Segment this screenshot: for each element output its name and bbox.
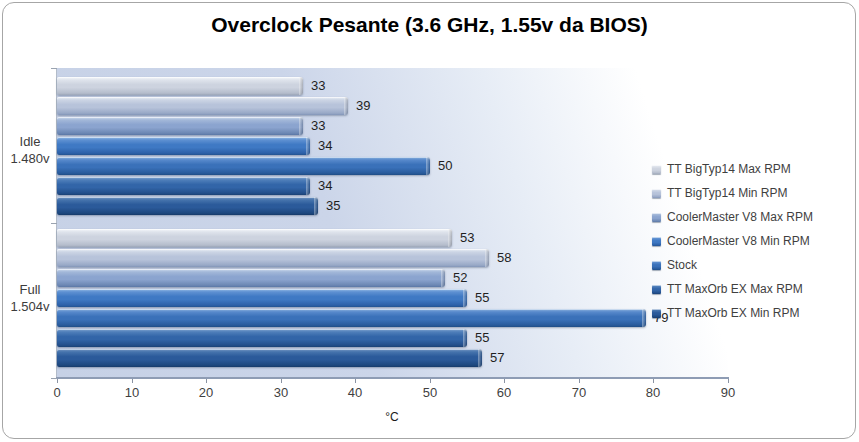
legend-label: CoolerMaster V8 Min RPM	[667, 234, 810, 248]
bar	[57, 309, 646, 327]
bar-value-label: 33	[311, 117, 325, 135]
legend-item: Stock	[652, 257, 697, 273]
bar-value-label: 35	[326, 197, 340, 215]
bar	[57, 249, 489, 267]
x-tick	[504, 379, 505, 383]
bar-end-bevel	[485, 249, 489, 267]
bar	[57, 229, 452, 247]
x-tick-label: 60	[484, 385, 524, 400]
category-tick	[51, 378, 57, 379]
bar-value-label: 39	[356, 97, 370, 115]
category-label-line2: 1.480v	[4, 150, 56, 167]
bar-end-bevel	[314, 197, 318, 215]
category-label: Idle1.480v	[4, 133, 56, 167]
legend-marker	[652, 285, 661, 294]
bar-value-label: 34	[318, 177, 332, 195]
bar-end-bevel	[463, 329, 467, 347]
category-label-line1: Full	[4, 281, 56, 298]
legend-marker	[652, 237, 661, 246]
bar	[57, 117, 303, 135]
legend-label: TT MaxOrb EX Max RPM	[667, 282, 803, 296]
legend-label: TT BigTyp14 Max RPM	[667, 162, 791, 176]
x-tick-label: 40	[335, 385, 375, 400]
value-axis-line	[56, 377, 729, 379]
bar-end-bevel	[426, 157, 430, 175]
legend-label: TT MaxOrb EX Min RPM	[667, 306, 799, 320]
x-tick	[57, 379, 58, 383]
bar-end-bevel	[299, 117, 303, 135]
legend-label: Stock	[667, 258, 697, 272]
x-axis-title: °C	[332, 410, 452, 424]
category-label: Full1.504v	[4, 281, 56, 315]
bar-end-bevel	[306, 137, 310, 155]
legend-item: CoolerMaster V8 Min RPM	[652, 233, 810, 249]
x-tick	[355, 379, 356, 383]
bar	[57, 269, 445, 287]
x-tick	[430, 379, 431, 383]
x-tick-label: 90	[708, 385, 748, 400]
bar-value-label: 50	[438, 157, 452, 175]
bar-value-label: 53	[460, 229, 474, 247]
bar-end-bevel	[344, 97, 348, 115]
bar	[57, 77, 303, 95]
bar-end-bevel	[448, 229, 452, 247]
bar-value-label: 57	[490, 349, 504, 367]
bar-end-bevel	[478, 349, 482, 367]
legend-item: TT BigTyp14 Max RPM	[652, 161, 791, 177]
bar-end-bevel	[642, 309, 646, 327]
x-tick	[728, 379, 729, 383]
legend-item: TT MaxOrb EX Min RPM	[652, 305, 799, 321]
bar-end-bevel	[306, 177, 310, 195]
bar	[57, 349, 482, 367]
legend-item: TT BigTyp14 Min RPM	[652, 185, 787, 201]
bar-end-bevel	[299, 77, 303, 95]
legend-marker	[652, 213, 661, 222]
legend-label: CoolerMaster V8 Max RPM	[667, 210, 813, 224]
category-label-line1: Idle	[4, 133, 56, 150]
x-tick	[281, 379, 282, 383]
x-tick-label: 10	[112, 385, 152, 400]
x-tick-label: 20	[186, 385, 226, 400]
bar-end-bevel	[463, 289, 467, 307]
bar-value-label: 55	[475, 329, 489, 347]
x-tick	[579, 379, 580, 383]
legend-marker	[652, 309, 661, 318]
bar	[57, 197, 318, 215]
category-tick	[51, 223, 57, 224]
bar-value-label: 33	[311, 77, 325, 95]
bar-end-bevel	[441, 269, 445, 287]
x-tick-label: 70	[559, 385, 599, 400]
bar-value-label: 52	[453, 269, 467, 287]
x-tick-label: 80	[633, 385, 673, 400]
chart: Overclock Pesante (3.6 GHz, 1.55v da BIO…	[0, 0, 859, 442]
x-tick-label: 30	[261, 385, 301, 400]
bar	[57, 157, 430, 175]
legend-label: TT BigTyp14 Min RPM	[667, 186, 787, 200]
bar	[57, 177, 310, 195]
x-tick	[132, 379, 133, 383]
category-tick	[51, 68, 57, 69]
x-tick	[653, 379, 654, 383]
bar	[57, 97, 348, 115]
legend-marker	[652, 261, 661, 270]
x-tick-label: 0	[37, 385, 77, 400]
legend-item: TT MaxOrb EX Max RPM	[652, 281, 803, 297]
x-tick-label: 50	[410, 385, 450, 400]
bar-value-label: 55	[475, 289, 489, 307]
bar	[57, 137, 310, 155]
bar-value-label: 34	[318, 137, 332, 155]
chart-title: Overclock Pesante (3.6 GHz, 1.55v da BIO…	[0, 13, 859, 37]
category-label-line2: 1.504v	[4, 298, 56, 315]
bar	[57, 289, 467, 307]
bar	[57, 329, 467, 347]
legend-marker	[652, 165, 661, 174]
bar-value-label: 58	[497, 249, 511, 267]
legend-item: CoolerMaster V8 Max RPM	[652, 209, 813, 225]
legend-marker	[652, 189, 661, 198]
x-tick	[206, 379, 207, 383]
